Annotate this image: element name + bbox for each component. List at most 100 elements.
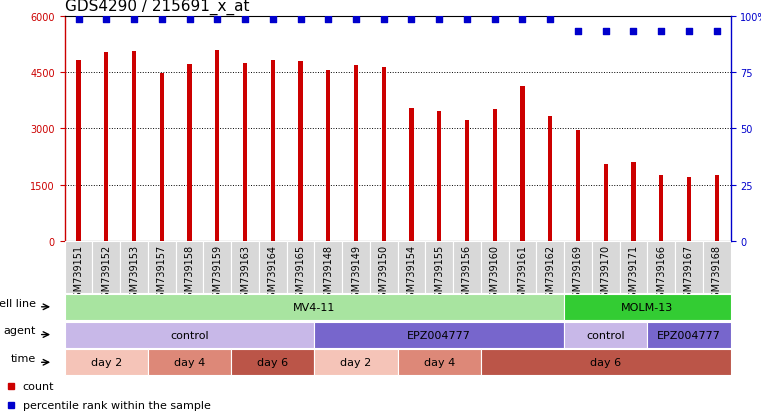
Text: GSM739153: GSM739153 xyxy=(129,244,139,303)
Point xyxy=(517,17,529,24)
Text: day 6: day 6 xyxy=(590,357,621,368)
Bar xyxy=(648,242,675,293)
Text: GSM739163: GSM739163 xyxy=(240,244,250,303)
Bar xyxy=(481,242,508,293)
Text: GSM739160: GSM739160 xyxy=(490,244,500,303)
Bar xyxy=(120,242,148,293)
Point xyxy=(655,28,667,35)
Bar xyxy=(521,87,524,242)
Text: GSM739150: GSM739150 xyxy=(379,244,389,303)
Text: GSM739151: GSM739151 xyxy=(74,244,84,303)
Text: GSM739152: GSM739152 xyxy=(101,244,111,303)
Bar xyxy=(243,64,247,242)
Bar xyxy=(703,242,731,293)
Bar xyxy=(354,66,358,242)
Point xyxy=(72,17,84,24)
Bar xyxy=(508,242,537,293)
Point xyxy=(239,17,251,24)
Bar xyxy=(160,74,164,242)
Text: cell line: cell line xyxy=(0,298,36,308)
Bar xyxy=(104,53,108,242)
Text: day 2: day 2 xyxy=(91,357,122,368)
Bar xyxy=(382,68,386,242)
Bar xyxy=(65,349,148,375)
Point xyxy=(295,17,307,24)
Point xyxy=(683,28,695,35)
Bar xyxy=(675,242,703,293)
Bar xyxy=(619,242,648,293)
Point xyxy=(128,17,140,24)
Bar xyxy=(453,242,481,293)
Point xyxy=(100,17,113,24)
Bar xyxy=(632,163,635,242)
Bar xyxy=(65,242,92,293)
Bar xyxy=(187,65,192,242)
Point xyxy=(322,17,334,24)
Text: GSM739159: GSM739159 xyxy=(212,244,222,303)
Bar xyxy=(397,349,481,375)
Text: GSM739149: GSM739149 xyxy=(351,244,361,303)
Bar xyxy=(287,242,314,293)
Text: GSM739166: GSM739166 xyxy=(656,244,666,303)
Bar xyxy=(259,242,287,293)
Bar xyxy=(215,51,219,242)
Bar xyxy=(314,242,342,293)
Text: GSM739167: GSM739167 xyxy=(684,244,694,303)
Point xyxy=(600,28,612,35)
Text: day 4: day 4 xyxy=(174,357,205,368)
Bar xyxy=(576,130,580,242)
Bar xyxy=(271,61,275,242)
Bar xyxy=(592,242,619,293)
Text: EPZ004777: EPZ004777 xyxy=(657,330,721,340)
Bar xyxy=(76,61,81,242)
Text: GSM739164: GSM739164 xyxy=(268,244,278,303)
Point xyxy=(406,17,418,24)
Bar xyxy=(564,242,592,293)
Bar xyxy=(342,242,370,293)
Text: GSM739165: GSM739165 xyxy=(295,244,305,303)
Text: day 2: day 2 xyxy=(340,357,371,368)
Text: GSM739156: GSM739156 xyxy=(462,244,472,303)
Bar xyxy=(231,349,314,375)
Bar xyxy=(298,62,303,242)
Point xyxy=(489,17,501,24)
Bar xyxy=(176,242,203,293)
Bar xyxy=(465,121,469,242)
Text: GSM739168: GSM739168 xyxy=(712,244,721,303)
Text: count: count xyxy=(23,381,54,391)
Bar xyxy=(659,176,664,242)
Bar xyxy=(603,164,608,242)
Point xyxy=(377,17,390,24)
Text: GSM739170: GSM739170 xyxy=(600,244,611,303)
Point xyxy=(627,28,639,35)
Text: GSM739169: GSM739169 xyxy=(573,244,583,303)
Point xyxy=(156,17,168,24)
Bar xyxy=(715,176,719,242)
Text: EPZ004777: EPZ004777 xyxy=(407,330,471,340)
Text: agent: agent xyxy=(3,325,36,336)
Bar xyxy=(548,117,552,242)
Text: percentile rank within the sample: percentile rank within the sample xyxy=(23,401,211,411)
Text: day 6: day 6 xyxy=(257,357,288,368)
Point xyxy=(266,17,279,24)
Bar xyxy=(537,242,564,293)
Bar xyxy=(409,109,413,242)
Point xyxy=(544,17,556,24)
Point xyxy=(461,17,473,24)
Bar xyxy=(132,52,136,242)
Point xyxy=(572,28,584,35)
Point xyxy=(183,17,196,24)
Text: GSM739171: GSM739171 xyxy=(629,244,638,303)
Bar xyxy=(314,322,564,348)
Text: time: time xyxy=(11,353,36,363)
Bar xyxy=(437,112,441,242)
Bar xyxy=(370,242,397,293)
Bar xyxy=(148,349,231,375)
Text: MOLM-13: MOLM-13 xyxy=(621,302,673,312)
Bar xyxy=(148,242,176,293)
Text: control: control xyxy=(170,330,209,340)
Text: GDS4290 / 215691_x_at: GDS4290 / 215691_x_at xyxy=(65,0,249,15)
Bar xyxy=(314,349,397,375)
Text: GSM739161: GSM739161 xyxy=(517,244,527,303)
Text: MV4-11: MV4-11 xyxy=(293,302,336,312)
